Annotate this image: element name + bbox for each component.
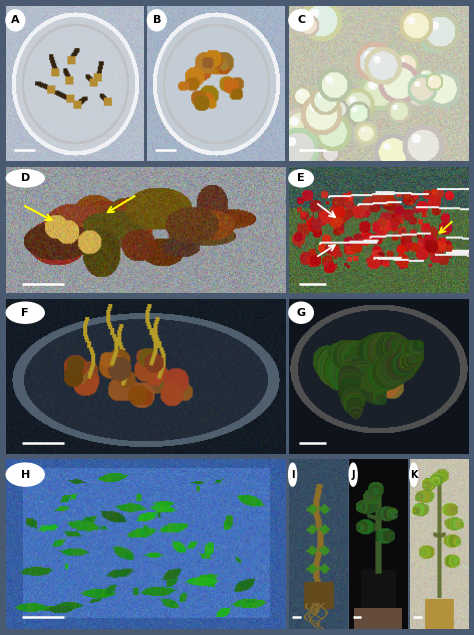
Circle shape	[289, 170, 313, 187]
Circle shape	[6, 463, 44, 486]
Circle shape	[289, 302, 313, 323]
Text: B: B	[153, 15, 161, 25]
Text: D: D	[20, 173, 30, 184]
Text: C: C	[297, 15, 305, 25]
Circle shape	[6, 10, 25, 31]
Circle shape	[410, 463, 418, 486]
Text: J: J	[351, 470, 355, 479]
Text: I: I	[291, 470, 294, 479]
Text: E: E	[297, 173, 305, 184]
Circle shape	[289, 10, 313, 31]
Text: G: G	[297, 308, 306, 318]
Circle shape	[6, 170, 44, 187]
Circle shape	[349, 463, 357, 486]
Text: H: H	[20, 470, 30, 479]
Circle shape	[147, 10, 166, 31]
Text: A: A	[11, 15, 19, 25]
Text: K: K	[410, 470, 418, 479]
Text: F: F	[21, 308, 29, 318]
Circle shape	[6, 302, 44, 323]
Circle shape	[289, 463, 297, 486]
